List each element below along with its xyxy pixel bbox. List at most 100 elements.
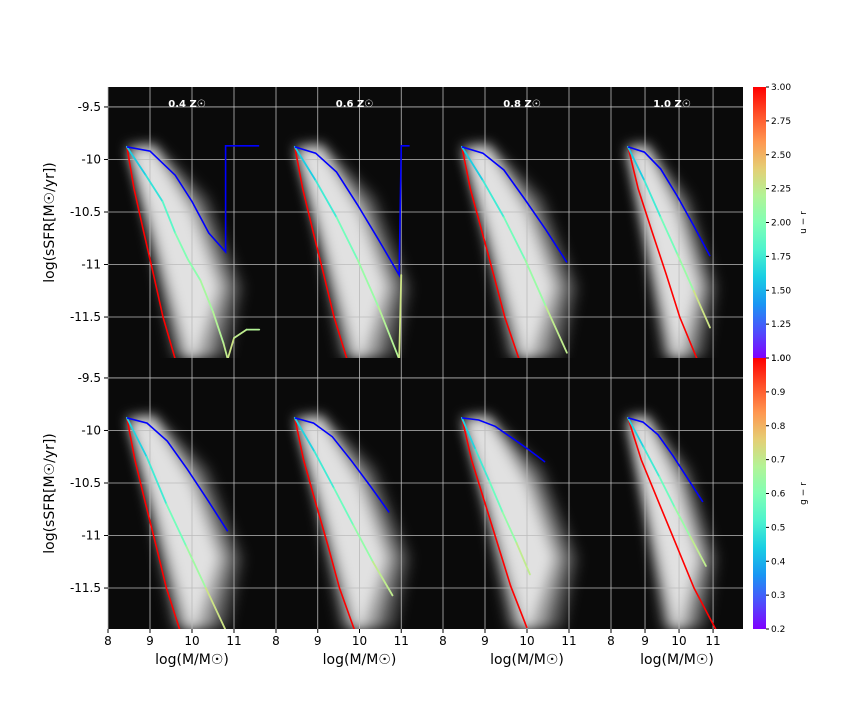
line bbox=[627, 146, 698, 358]
colored-segment bbox=[145, 455, 168, 505]
lines bbox=[627, 145, 711, 358]
colored-segment bbox=[659, 216, 679, 255]
x-tick-label: 10 bbox=[671, 634, 686, 648]
colored-segment bbox=[313, 450, 335, 490]
colorbar-tick-label: 1.25 bbox=[771, 320, 791, 330]
colored-segment bbox=[314, 179, 338, 219]
density-cloud bbox=[465, 148, 554, 358]
y-tick-label: -10.5 bbox=[70, 476, 101, 490]
line bbox=[461, 146, 568, 263]
x-tick-label: 9 bbox=[481, 634, 489, 648]
x-tick-label: 11 bbox=[226, 634, 241, 648]
colored-segment bbox=[126, 145, 147, 177]
colored-segment bbox=[501, 511, 518, 544]
panel-title: 0.4 Z☉ bbox=[168, 99, 205, 110]
y-tick-label: -11 bbox=[81, 529, 101, 543]
colorbar-tick-label: 1.00 bbox=[771, 354, 791, 364]
y-tick-label: -10 bbox=[81, 423, 101, 437]
colorbar-tick-label: 0.8 bbox=[771, 422, 786, 432]
colored-segment bbox=[627, 145, 646, 182]
colored-segment bbox=[144, 174, 164, 203]
colored-segment bbox=[185, 545, 207, 589]
colored-segment bbox=[126, 416, 148, 458]
colorbar-tick-label: 1.0 bbox=[771, 354, 786, 364]
colored-segment bbox=[371, 560, 394, 597]
x-tick-label: 8 bbox=[607, 634, 615, 648]
x-axis-label: log(M/M☉) bbox=[155, 652, 229, 668]
line bbox=[126, 417, 229, 532]
y-tick-label: -10.5 bbox=[70, 205, 101, 219]
colored-segment bbox=[481, 179, 505, 219]
line bbox=[461, 146, 520, 358]
density-cloud bbox=[298, 148, 387, 358]
colored-segment bbox=[692, 289, 711, 329]
line bbox=[461, 417, 528, 629]
colorbar-tick-label: 2.50 bbox=[771, 151, 791, 161]
colored-segment bbox=[233, 328, 248, 339]
x-tick-label: 10 bbox=[184, 634, 199, 648]
colorbar-label: g − r bbox=[799, 482, 809, 505]
colorbar-tick-label: 2.75 bbox=[771, 117, 791, 127]
colored-segment bbox=[460, 145, 484, 182]
colored-segment bbox=[333, 487, 355, 526]
colorbar-tick-label: 0.5 bbox=[771, 523, 785, 533]
colored-segment bbox=[335, 216, 359, 261]
y-tick-label: -11 bbox=[81, 258, 101, 272]
x-axis-label: log(M/M☉) bbox=[640, 652, 714, 668]
density-cloud bbox=[465, 419, 554, 629]
colored-segment bbox=[212, 310, 225, 345]
colored-segment bbox=[689, 535, 707, 567]
line bbox=[294, 417, 355, 629]
colored-segment bbox=[161, 200, 177, 234]
line bbox=[461, 417, 546, 463]
colored-segment bbox=[515, 541, 531, 576]
lines bbox=[126, 145, 261, 358]
colored-segment bbox=[488, 479, 504, 514]
colorbar-tick-label: 0.3 bbox=[771, 591, 785, 601]
density bbox=[625, 142, 718, 358]
colored-segment bbox=[174, 232, 189, 261]
x-tick-label: 9 bbox=[314, 634, 322, 648]
colored-segment bbox=[673, 506, 692, 538]
lines bbox=[460, 416, 546, 629]
y-tick-label: -10 bbox=[81, 152, 101, 166]
y-axis-label: log(sSFR[M☉/yr]) bbox=[42, 433, 58, 554]
colored-segment bbox=[293, 416, 316, 453]
lines bbox=[126, 416, 229, 629]
line bbox=[126, 417, 181, 629]
line bbox=[627, 146, 711, 257]
x-tick-label: 8 bbox=[439, 634, 447, 648]
colored-segment bbox=[642, 446, 661, 478]
colorbar-tick-label: 1.75 bbox=[771, 252, 791, 262]
x-tick-label: 8 bbox=[272, 634, 280, 648]
colored-segment bbox=[293, 145, 317, 182]
panel-title: 1.0 Z☉ bbox=[653, 99, 690, 110]
y-tick-label: -11.5 bbox=[70, 581, 101, 595]
colorbar-tick-label: 3.00 bbox=[771, 83, 791, 93]
x-tick-label: 11 bbox=[705, 634, 720, 648]
line bbox=[126, 146, 176, 358]
colorbar-tick-label: 0.6 bbox=[771, 490, 786, 500]
colored-segment bbox=[204, 587, 227, 629]
colored-segment bbox=[352, 524, 374, 563]
density bbox=[126, 142, 243, 358]
colorbar-tick-label: 2.25 bbox=[771, 185, 791, 195]
lines bbox=[293, 416, 394, 629]
colorbar-tick-label: 0.2 bbox=[771, 625, 785, 635]
x-tick-label: 10 bbox=[519, 634, 534, 648]
x-tick-label: 8 bbox=[104, 634, 112, 648]
colored-segment bbox=[502, 216, 526, 261]
colorbar-tick-label: 1.50 bbox=[771, 286, 791, 296]
colored-segment bbox=[643, 179, 662, 219]
colored-segment bbox=[524, 258, 547, 308]
colored-segment bbox=[356, 258, 380, 308]
line bbox=[627, 417, 704, 503]
density-cloud bbox=[130, 148, 219, 358]
line bbox=[294, 146, 348, 358]
panel-title: 0.6 Z☉ bbox=[336, 99, 373, 110]
lines bbox=[293, 145, 410, 358]
colorbar-tick-label: 0.4 bbox=[771, 557, 786, 567]
y-tick-label: -9.5 bbox=[78, 100, 101, 114]
x-tick-label: 9 bbox=[146, 634, 154, 648]
